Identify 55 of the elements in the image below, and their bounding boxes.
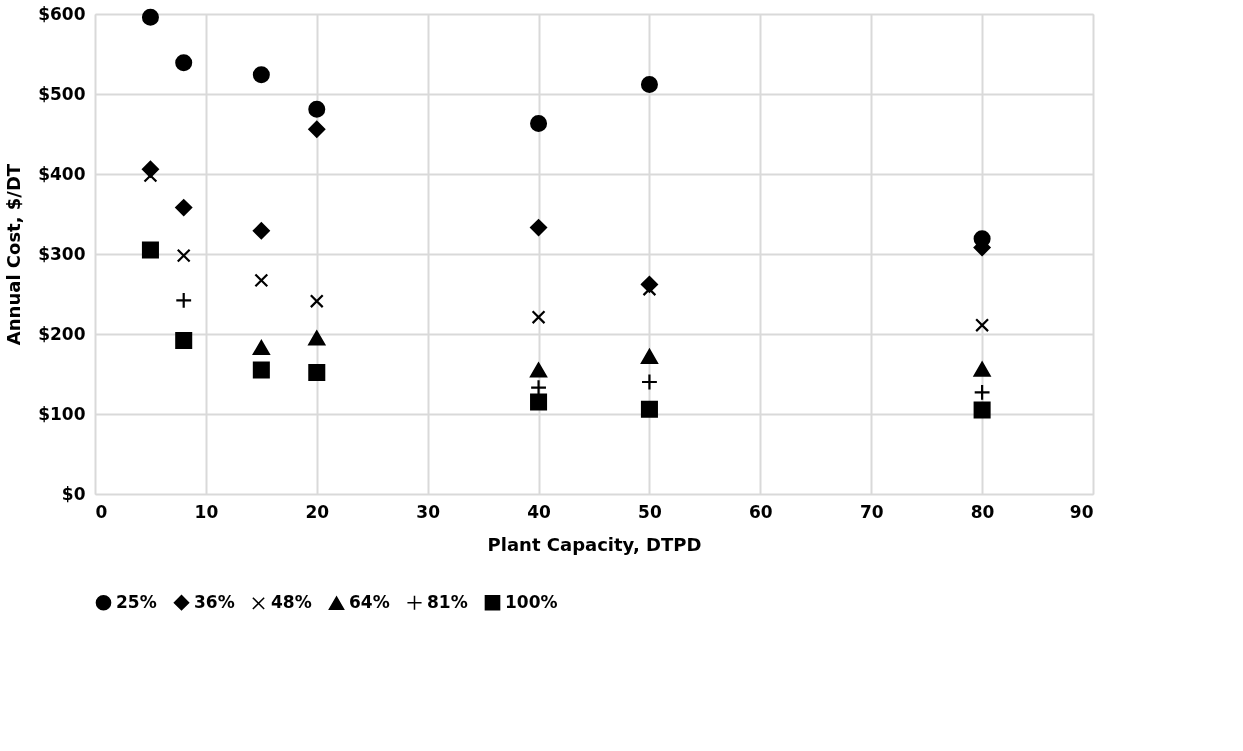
point <box>252 340 270 356</box>
x-tick-label: 20 <box>305 501 330 522</box>
point <box>531 310 546 325</box>
y-tick-label: $300 <box>38 243 86 264</box>
point <box>176 248 191 263</box>
x-tick-label: 90 <box>1069 501 1094 522</box>
point <box>252 361 270 379</box>
point <box>175 291 193 309</box>
legend-label: 100% <box>505 591 558 612</box>
point <box>308 363 326 381</box>
point <box>175 199 193 217</box>
y-tick-label: $100 <box>38 403 86 424</box>
point <box>309 294 324 309</box>
x-axis-title: Plant Capacity, DTPD <box>487 533 702 555</box>
y-axis-title: Annual Cost, $/DT <box>3 163 25 346</box>
point <box>530 362 548 378</box>
point <box>308 120 326 138</box>
y-tick-label: $600 <box>38 3 86 24</box>
legend-label: 25% <box>116 591 157 612</box>
point <box>530 115 548 133</box>
point <box>640 75 658 93</box>
legend-label: 36% <box>194 591 235 612</box>
point <box>252 66 270 84</box>
x-tick-label: 0 <box>95 501 108 522</box>
point <box>175 54 193 72</box>
y-tick-label: $500 <box>38 83 86 104</box>
y-tick-label: $0 <box>61 483 86 504</box>
point <box>141 8 159 26</box>
y-tick-label: $200 <box>38 323 86 344</box>
x-tick-label: 30 <box>416 501 441 522</box>
point <box>975 318 990 333</box>
point <box>252 222 270 240</box>
point <box>640 348 658 364</box>
x-tick-label: 70 <box>859 501 884 522</box>
point <box>175 331 193 349</box>
point <box>973 361 991 377</box>
point <box>141 241 159 259</box>
legend-label: 48% <box>271 592 312 613</box>
point <box>530 219 548 237</box>
point <box>308 330 326 346</box>
point <box>640 373 658 391</box>
point <box>973 401 991 419</box>
legend-label: 81% <box>427 591 468 612</box>
point <box>530 393 548 411</box>
y-tick-label: $400 <box>38 163 86 184</box>
x-tick-label: 50 <box>638 501 662 522</box>
point <box>254 273 269 288</box>
point <box>973 383 991 401</box>
x-tick-label: 80 <box>970 501 995 522</box>
x-tick-label: 10 <box>194 501 219 522</box>
point <box>308 100 326 118</box>
point <box>640 400 658 418</box>
x-tick-label: 60 <box>749 501 773 522</box>
x-tick-label: 40 <box>527 501 552 522</box>
legend-label: 64% <box>349 592 390 613</box>
